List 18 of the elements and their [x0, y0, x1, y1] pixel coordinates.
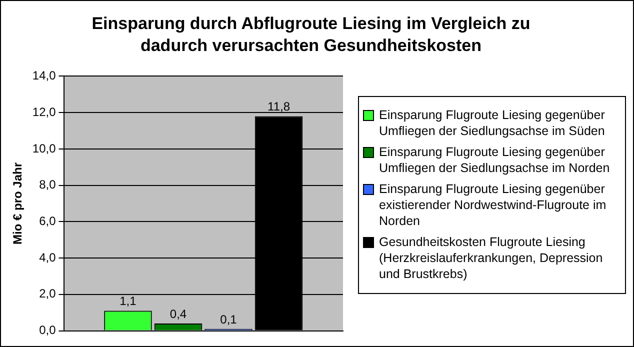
y-tick-label: 8,0 [39, 178, 56, 192]
legend-label: Einsparung Flugroute Liesing gegenüber Umfliegen der Siedlungsachse im Norden [379, 144, 611, 176]
data-label: 11,8 [268, 100, 290, 114]
y-tick-label: 6,0 [39, 214, 56, 228]
chart-title: Einsparung durch Abflugroute Liesing im Vergleich zu dadurch verursachten Gesundheitskosten [90, 13, 532, 57]
legend-label: Einsparung Flugroute Liesing gegenüber Umfliegen der Siedlungsachse im Süden [379, 107, 606, 139]
y-tick-label: 0,0 [39, 323, 56, 338]
y-tick-label: 10,0 [32, 141, 56, 156]
y-axis-title: Mio € pro Jahr [10, 162, 25, 245]
y-tick-label: 14,0 [32, 68, 56, 83]
y-tick-label: 2,0 [39, 286, 56, 301]
legend-label: Gesundheitskosten Flugroute Liesing (Herzkreislauferkrankungen, Depression und Brustkrebs) [379, 234, 604, 282]
data-label: 0,1 [220, 312, 238, 326]
data-label: 0,4 [170, 306, 187, 321]
y-tick-label: 12,0 [32, 104, 56, 119]
data-label: 1,1 [120, 294, 137, 308]
legend-label: Einsparung Flugroute Liesing gegenüber existierender Nordwestwind-Flugroute im Norden [379, 181, 608, 229]
y-tick-label: 4,0 [39, 250, 56, 264]
